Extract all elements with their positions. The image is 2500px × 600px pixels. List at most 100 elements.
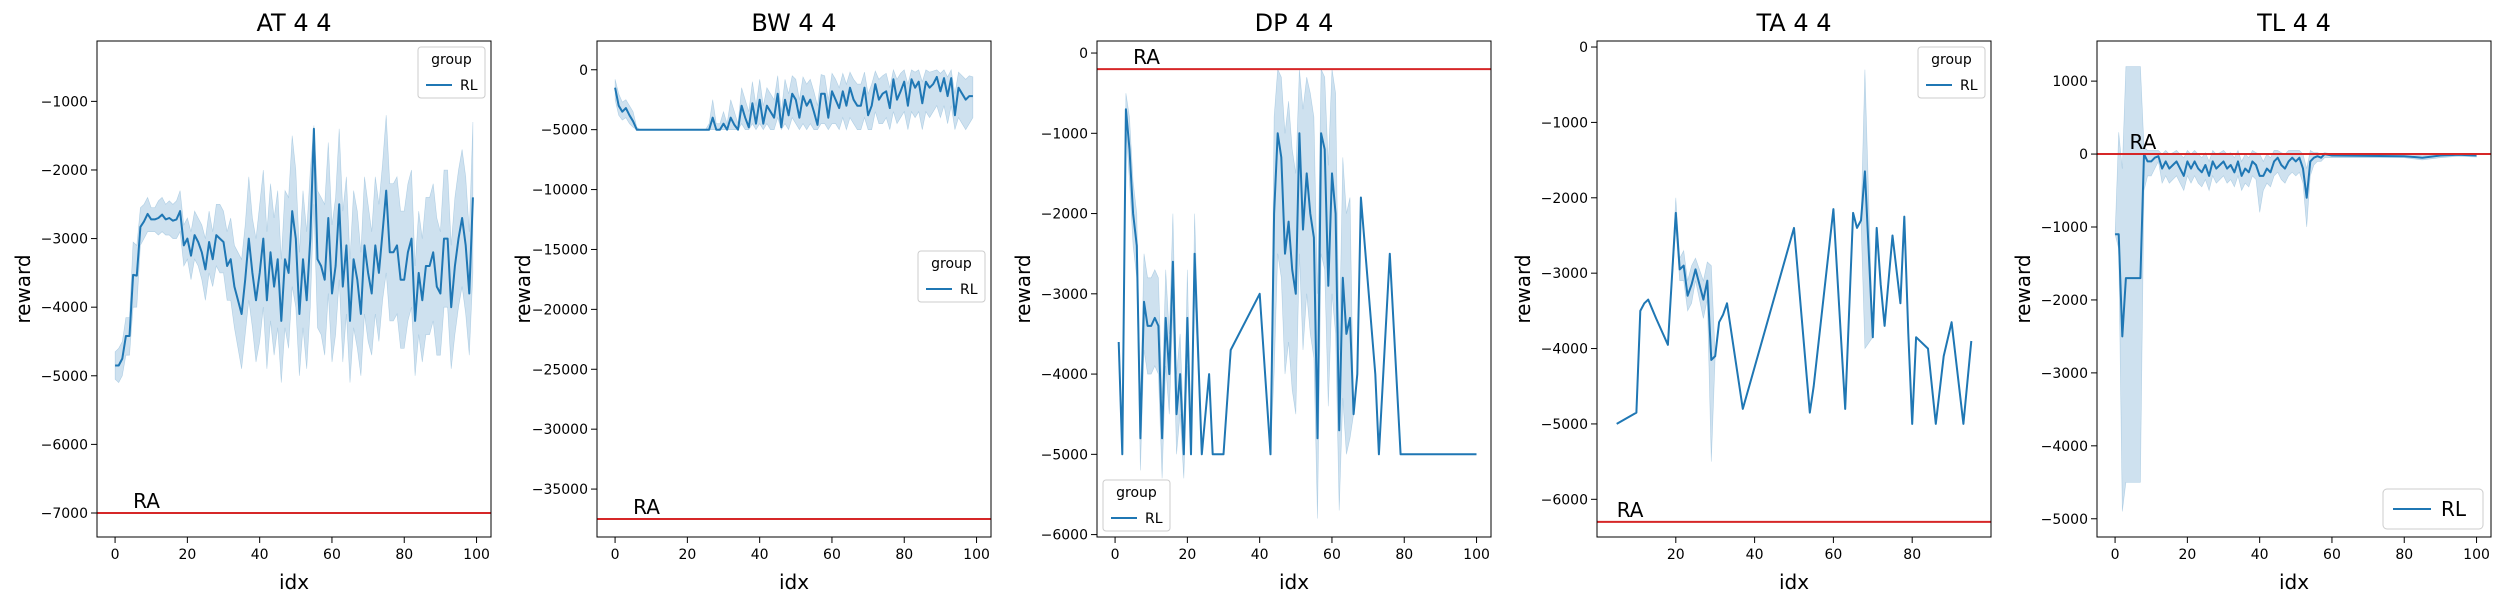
data-point [2128,277,2130,279]
x-tick-label: 80 [395,547,413,563]
x-tick-label: 60 [1323,547,1341,563]
y-tick-label: −2000 [2041,293,2088,309]
data-point [2114,233,2116,235]
data-point [342,285,344,287]
data-point [1179,373,1181,375]
y-axis-label: reward [1511,254,1535,323]
data-point [121,357,123,359]
data-point [2161,167,2163,169]
data-point [614,87,616,89]
data-point [777,93,779,95]
data-point [1389,253,1391,255]
chart-title: TA 4 4 [1755,9,1831,37]
data-point [1683,264,1685,266]
data-point [874,83,876,85]
data-point [827,117,829,119]
data-point [2309,160,2311,162]
ra-label: RA [633,495,660,519]
data-point [1439,453,1441,455]
y-tick-label: −1000 [1541,115,1588,131]
data-point [885,90,887,92]
y-axis-label: reward [511,254,535,323]
data-point [2226,167,2228,169]
data-point [1686,295,1688,297]
legend-entry: RL [2441,497,2467,521]
data-point [621,111,623,113]
data-point [233,285,235,287]
legend: group RL [1917,46,1986,99]
data-point [1962,423,1964,425]
data-point [2146,160,2148,162]
data-point [334,265,336,267]
x-tick-label: 60 [823,547,841,563]
data-point [1259,293,1261,295]
axes-frame [2096,40,2492,538]
data-point [1667,344,1669,346]
data-point [132,274,134,276]
data-point [2244,167,2246,169]
data-point [352,258,354,260]
data-point [1950,321,1952,323]
data-point [759,99,761,101]
data-point [414,320,416,322]
data-point [1334,212,1336,214]
data-point [2259,175,2261,177]
data-point [313,128,315,130]
axes-frame [1096,40,1492,538]
data-point [1287,220,1289,222]
data-point [2132,277,2134,279]
data-point [349,320,351,322]
data-point [443,237,445,239]
data-point [646,129,648,131]
data-point [1154,317,1156,319]
data-point [715,129,717,131]
data-point [1313,236,1315,238]
y-tick-label: −6000 [1041,528,1088,544]
data-point [1356,373,1358,375]
data-point [399,279,401,281]
x-axis-label: idx [779,570,809,594]
data-point [1639,310,1641,312]
data-point [863,87,865,89]
data-point [295,237,297,239]
data-point [1647,298,1649,300]
data-point [179,210,181,212]
data-point [1277,132,1279,134]
data-point [327,217,329,219]
data-point [1880,283,1882,285]
data-point [1175,413,1177,415]
chart-panel-2: BW 4 4 idx reward 0 20 40 60 80 100 −35000 −30000 −… [511,9,992,594]
data-point [881,93,883,95]
x-tick-label: 60 [323,547,341,563]
data-point [248,237,250,239]
confidence-band [614,68,974,131]
x-tick-label: 40 [1251,547,1269,563]
data-point [914,87,916,89]
series-line-rl [2115,153,2477,338]
data-point [1399,453,1401,455]
legend: group RL [1102,479,1171,532]
data-point [686,129,688,131]
data-point [2284,167,2286,169]
data-point [1378,453,1380,455]
axes-frame [96,40,492,538]
data-point [2222,160,2224,162]
data-point [1374,373,1376,375]
data-point [679,129,681,131]
y-tick-label: −3000 [1041,287,1088,303]
data-point [1793,227,1795,229]
data-point [1139,437,1141,439]
y-tick-label: 0 [1579,40,1588,56]
y-tick-label: 0 [2079,147,2088,163]
data-point [1324,148,1326,150]
data-point [708,129,710,131]
data-point [1190,453,1192,455]
data-point [421,299,423,301]
data-point [1125,108,1127,110]
data-point [1722,313,1724,315]
data-point [1183,453,1185,455]
data-point [701,129,703,131]
data-point [639,129,641,131]
data-point [2201,171,2203,173]
data-point [1309,212,1311,214]
